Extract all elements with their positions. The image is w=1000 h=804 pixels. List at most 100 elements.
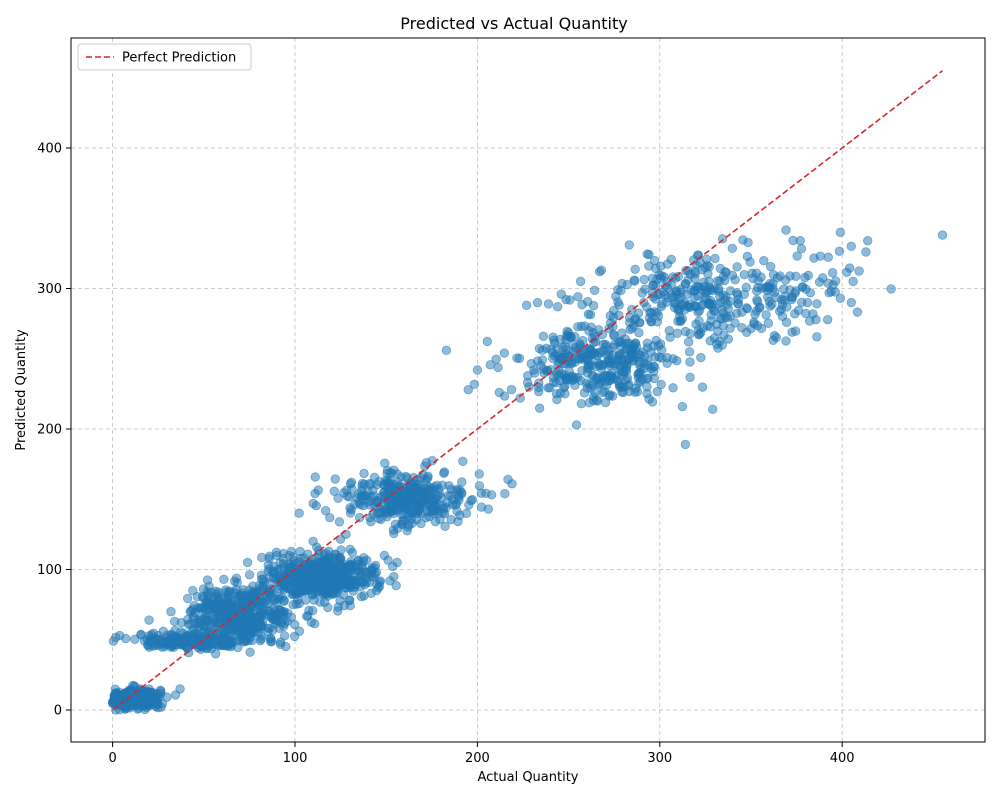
data-point — [434, 489, 445, 499]
data-point — [780, 275, 791, 285]
plot-frame — [70, 37, 986, 743]
data-point — [801, 308, 811, 319]
data-point — [937, 230, 948, 240]
data-point — [265, 633, 276, 644]
data-point — [752, 295, 762, 305]
data-point — [617, 371, 627, 381]
data-point — [156, 688, 166, 699]
data-point — [543, 299, 554, 309]
data-point — [642, 382, 652, 392]
data-point — [566, 359, 576, 369]
data-point — [697, 382, 708, 392]
data-point — [341, 485, 352, 495]
x-tick-label: 300 — [647, 751, 672, 766]
y-tick-label: 100 — [37, 563, 62, 578]
data-point — [824, 288, 834, 298]
data-point — [340, 577, 350, 587]
data-point — [781, 225, 791, 235]
data-point — [613, 297, 623, 307]
legend-box — [77, 43, 252, 71]
data-point — [644, 261, 654, 271]
data-point — [220, 616, 230, 627]
data-point — [192, 592, 203, 602]
data-point — [400, 503, 410, 513]
data-point — [357, 491, 367, 502]
data-point — [861, 247, 871, 257]
data-point — [725, 323, 735, 334]
data-point — [846, 297, 857, 308]
data-point — [339, 600, 349, 611]
data-point — [583, 309, 594, 319]
data-point — [704, 299, 715, 310]
data-point — [274, 623, 285, 633]
data-point — [485, 360, 496, 370]
data-point — [136, 690, 147, 701]
data-point — [593, 396, 603, 406]
data-point — [204, 581, 214, 592]
data-point — [609, 360, 620, 370]
data-point — [676, 284, 686, 294]
data-point — [145, 687, 155, 697]
data-point — [500, 489, 510, 499]
data-point — [506, 384, 517, 395]
data-point — [122, 701, 132, 712]
data-point — [198, 606, 208, 616]
data-point — [748, 273, 758, 284]
data-point — [499, 348, 510, 358]
data-point — [493, 362, 503, 373]
data-point — [211, 649, 221, 659]
data-point — [534, 403, 545, 413]
data-point — [721, 292, 731, 302]
data-point — [303, 564, 313, 574]
data-point — [379, 550, 390, 561]
data-point — [639, 274, 649, 285]
data-point — [848, 276, 858, 287]
data-point — [561, 334, 571, 345]
data-point — [402, 526, 412, 536]
data-point — [144, 631, 154, 641]
data-point — [707, 404, 718, 415]
data-point — [828, 280, 838, 290]
data-point — [685, 269, 696, 279]
data-point — [835, 227, 846, 237]
data-point — [170, 631, 181, 642]
data-point — [421, 458, 432, 468]
data-point — [700, 262, 710, 273]
data-point — [530, 368, 540, 378]
data-point — [379, 487, 390, 498]
data-point — [169, 616, 180, 627]
data-point — [346, 477, 357, 488]
data-point — [324, 552, 334, 562]
data-point — [251, 612, 262, 622]
data-point — [310, 472, 320, 482]
data-point — [397, 516, 408, 527]
data-point — [655, 289, 665, 299]
data-point — [374, 508, 384, 519]
data-point — [772, 273, 783, 283]
data-point — [712, 339, 722, 350]
data-point — [338, 590, 349, 600]
y-tick-label: 400 — [37, 142, 62, 157]
data-point — [494, 387, 504, 398]
data-point — [733, 299, 743, 309]
data-point — [677, 401, 688, 412]
data-point — [153, 630, 163, 641]
data-point — [272, 550, 282, 561]
data-point — [486, 490, 497, 500]
data-point — [303, 611, 313, 621]
data-point — [762, 285, 773, 296]
data-point — [110, 689, 120, 699]
data-point — [730, 275, 740, 285]
data-point — [392, 469, 402, 479]
data-point — [323, 591, 333, 601]
data-point — [321, 565, 332, 576]
data-point — [624, 352, 634, 363]
data-point — [713, 326, 723, 336]
data-point — [341, 529, 351, 540]
data-point — [575, 276, 586, 287]
data-point — [521, 300, 532, 311]
data-point — [629, 275, 639, 285]
data-point — [451, 486, 462, 496]
